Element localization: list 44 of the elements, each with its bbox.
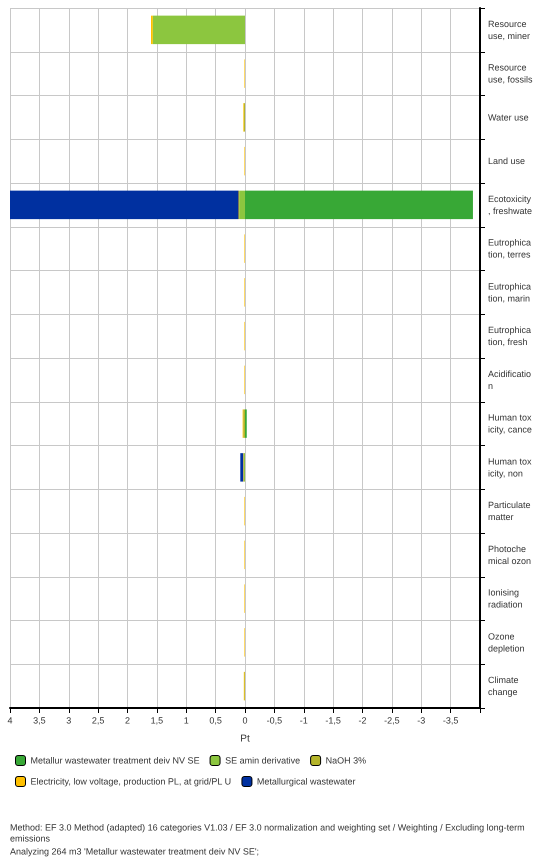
x-tick-label: -3 (417, 716, 426, 726)
x-tick-label: -3,5 (442, 716, 458, 726)
y-tick-label: Ionising radiation (488, 588, 523, 610)
y-tick-label: Ecotoxicity , freshwate (488, 194, 532, 216)
y-tick-label: Land use (488, 156, 526, 166)
y-tick-label: Climate change (488, 675, 519, 698)
text: Analyzing 264 m3 'Metallur wastewater treatment deiv NV SE'; (10, 846, 260, 856)
x-tick-label: -1,5 (325, 716, 341, 726)
y-tick-label: Acidificatio n (488, 368, 532, 391)
x-axis-title: Pt (240, 734, 250, 744)
y-tick-label: Photoche mical ozon (488, 544, 532, 566)
y-tick-label: Ozone depletion (488, 631, 525, 654)
bar (152, 16, 245, 44)
legend-label: Electricity, low voltage, production PL, at grid/PL U (30, 776, 232, 786)
x-tick-label: 4 (7, 716, 13, 726)
bar (10, 190, 239, 220)
x-tick-label: -1 (300, 716, 308, 726)
y-tick-label: Particulate matter (488, 500, 531, 522)
x-tick-label: -2,5 (384, 716, 400, 726)
x-tick-label: -2 (358, 716, 367, 726)
x-tick-label: 3,5 (33, 716, 46, 726)
x-tick-label: 3 (66, 716, 72, 726)
y-tick-label: Eutrophica tion, terres (488, 238, 532, 260)
y-tick-label: Human tox icity, cance (488, 412, 532, 435)
x-tick-label: 0,5 (209, 716, 222, 726)
y-tick-label: Resource use, fossils (488, 62, 534, 85)
y-tick-label: Resource use, miner (488, 18, 530, 41)
text: Method: EF 3.0 Method (adapted) 16 categories V1.03 / EF 3.0 normalization and weighting set / Weighting / Excluding long-term emissions (10, 822, 528, 844)
legend-label: Metallurgical wastewater (256, 776, 356, 786)
x-tick-label: 0 (242, 716, 248, 726)
x-tick-label: -0,5 (266, 716, 282, 726)
x-tick-label: 1,5 (150, 716, 164, 726)
x-tick-label: 1 (184, 716, 189, 726)
bar (245, 190, 473, 220)
y-tick-label: Human tox icity, non (488, 456, 532, 478)
y-tick-label: Eutrophica tion, fresh (488, 325, 532, 348)
x-tick-label: 2 (124, 716, 130, 726)
legend-label: NaOH 3% (326, 756, 366, 766)
legend-label: SE amin derivative (225, 756, 300, 766)
y-tick-label: Eutrophica tion, marin (488, 281, 532, 304)
legend-label: Metallur wastewater treatment deiv NV SE (30, 756, 200, 766)
bar (239, 190, 245, 220)
y-tick-label: Water use (488, 112, 529, 122)
x-tick-label: 2,5 (92, 716, 104, 726)
